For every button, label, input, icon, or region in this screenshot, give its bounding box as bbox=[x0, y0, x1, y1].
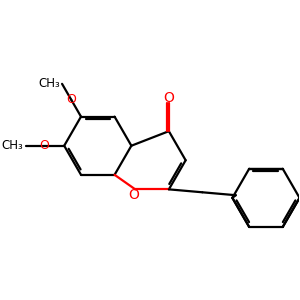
Text: CH₃: CH₃ bbox=[39, 77, 61, 90]
Text: O: O bbox=[66, 93, 76, 106]
Text: CH₃: CH₃ bbox=[2, 139, 23, 152]
Text: O: O bbox=[129, 188, 140, 202]
Text: O: O bbox=[40, 139, 50, 152]
Text: O: O bbox=[164, 91, 174, 105]
